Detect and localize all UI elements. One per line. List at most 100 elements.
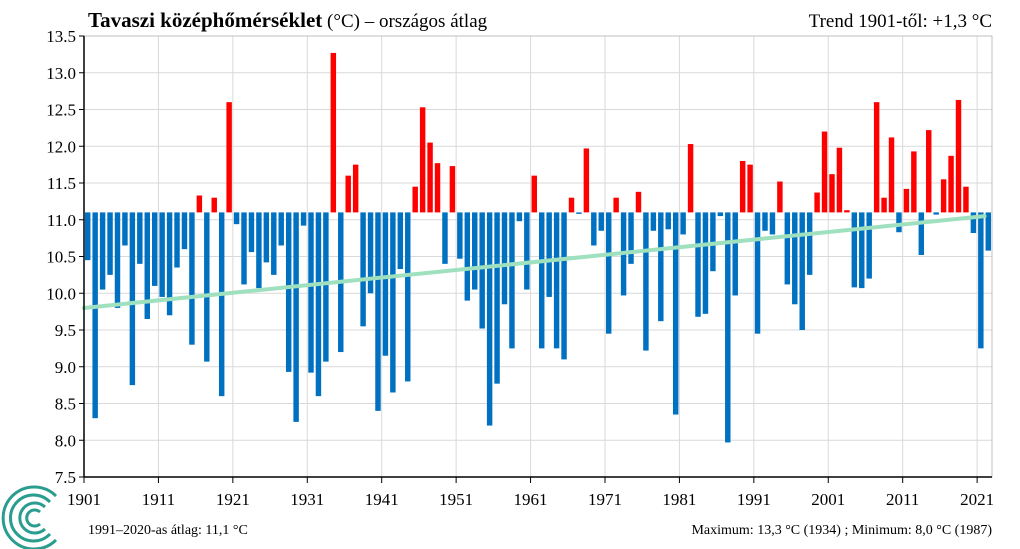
x-tick-label: 1911 xyxy=(142,490,175,509)
bar xyxy=(948,155,954,213)
bar xyxy=(218,212,225,397)
bar xyxy=(665,212,671,230)
bar xyxy=(166,212,173,316)
y-tick-label: 7.5 xyxy=(55,468,76,487)
bar xyxy=(643,212,649,351)
bar xyxy=(278,212,284,246)
bar xyxy=(99,212,106,290)
trend-label: Trend 1901-től: +1,3 °C xyxy=(809,11,992,32)
extremes-label: Maximum: 13,3 °C (1934) ; Minimum: 8,0 °… xyxy=(691,523,992,538)
bar xyxy=(159,212,165,297)
bar xyxy=(963,186,969,213)
y-tick-label: 9.5 xyxy=(55,321,76,340)
bar xyxy=(263,212,270,263)
bar xyxy=(494,212,500,384)
bar xyxy=(293,212,299,422)
bar xyxy=(806,212,813,275)
swirl-logo-icon xyxy=(1,485,58,549)
bar xyxy=(940,179,947,213)
bar xyxy=(516,212,523,222)
bar xyxy=(285,212,292,372)
y-tick-label: 11.5 xyxy=(47,174,76,193)
bar xyxy=(85,212,91,261)
bar xyxy=(799,212,805,330)
x-tick-label: 2021 xyxy=(960,490,994,509)
bar xyxy=(419,107,426,213)
bar xyxy=(970,212,977,233)
bar xyxy=(583,148,590,213)
bar xyxy=(233,212,240,225)
bar xyxy=(174,212,180,268)
bar-series xyxy=(85,52,991,443)
bar xyxy=(836,147,843,213)
bar xyxy=(397,212,404,269)
bar xyxy=(605,212,612,334)
bar xyxy=(151,212,158,286)
y-tick-label: 9.0 xyxy=(55,358,76,377)
axes xyxy=(79,35,993,483)
bar xyxy=(762,212,768,231)
bar xyxy=(486,212,493,426)
bar xyxy=(300,212,307,226)
bar xyxy=(479,212,485,329)
bar xyxy=(531,175,537,213)
bar xyxy=(650,212,657,231)
bar xyxy=(442,212,448,264)
bar xyxy=(739,160,746,213)
bar xyxy=(702,212,709,314)
bar xyxy=(680,212,686,235)
bar xyxy=(204,212,210,362)
bar xyxy=(933,212,939,215)
bar xyxy=(613,197,619,213)
y-tick-label: 12.5 xyxy=(46,101,76,120)
bar xyxy=(137,212,143,264)
bar xyxy=(903,188,910,213)
y-tick-label: 8.0 xyxy=(55,431,76,450)
bar xyxy=(539,212,545,349)
bar xyxy=(323,212,329,362)
bar xyxy=(129,212,136,386)
bar xyxy=(256,212,262,289)
bar xyxy=(576,212,582,214)
bar xyxy=(598,212,604,231)
bar xyxy=(695,212,701,317)
bar xyxy=(888,137,895,213)
bar xyxy=(873,102,880,213)
bar xyxy=(524,212,530,290)
bar xyxy=(955,99,962,213)
y-tick-label: 11.0 xyxy=(47,211,76,230)
bar xyxy=(687,144,694,213)
bar xyxy=(390,212,396,393)
trend-line-group xyxy=(82,214,987,310)
bar xyxy=(457,212,463,259)
x-tick-label: 2001 xyxy=(811,490,845,509)
x-tick-label: 1941 xyxy=(365,490,399,509)
bar xyxy=(509,212,515,349)
bar xyxy=(345,175,351,213)
x-tick-label: 1961 xyxy=(514,490,548,509)
bar xyxy=(844,210,850,213)
y-tick-label: 13.5 xyxy=(46,27,76,46)
bar xyxy=(918,212,925,256)
bar xyxy=(181,212,188,250)
bar xyxy=(985,212,991,251)
bar xyxy=(859,212,865,289)
bar xyxy=(672,212,679,415)
bar xyxy=(330,52,337,213)
bar xyxy=(308,212,314,373)
bar xyxy=(769,212,776,235)
mean-label: 1991–2020-as átlag: 11,1 °C xyxy=(88,523,248,538)
x-tick-label: 1981 xyxy=(662,490,696,509)
bar xyxy=(792,212,798,305)
x-tick-label: 1901 xyxy=(67,490,101,509)
bar xyxy=(189,212,195,345)
y-tick-label: 10.5 xyxy=(46,248,76,267)
bar xyxy=(777,181,783,213)
y-tick-label: 13.0 xyxy=(46,64,76,83)
bar xyxy=(717,212,724,217)
bar xyxy=(472,212,478,290)
bar xyxy=(911,151,917,213)
x-tick-label: 1991 xyxy=(737,490,771,509)
x-tick-label: 1931 xyxy=(290,490,324,509)
x-tick-labels: 1901 1911 1921 1931 1941 1951 1961 1971 1981 1991… xyxy=(67,490,994,509)
